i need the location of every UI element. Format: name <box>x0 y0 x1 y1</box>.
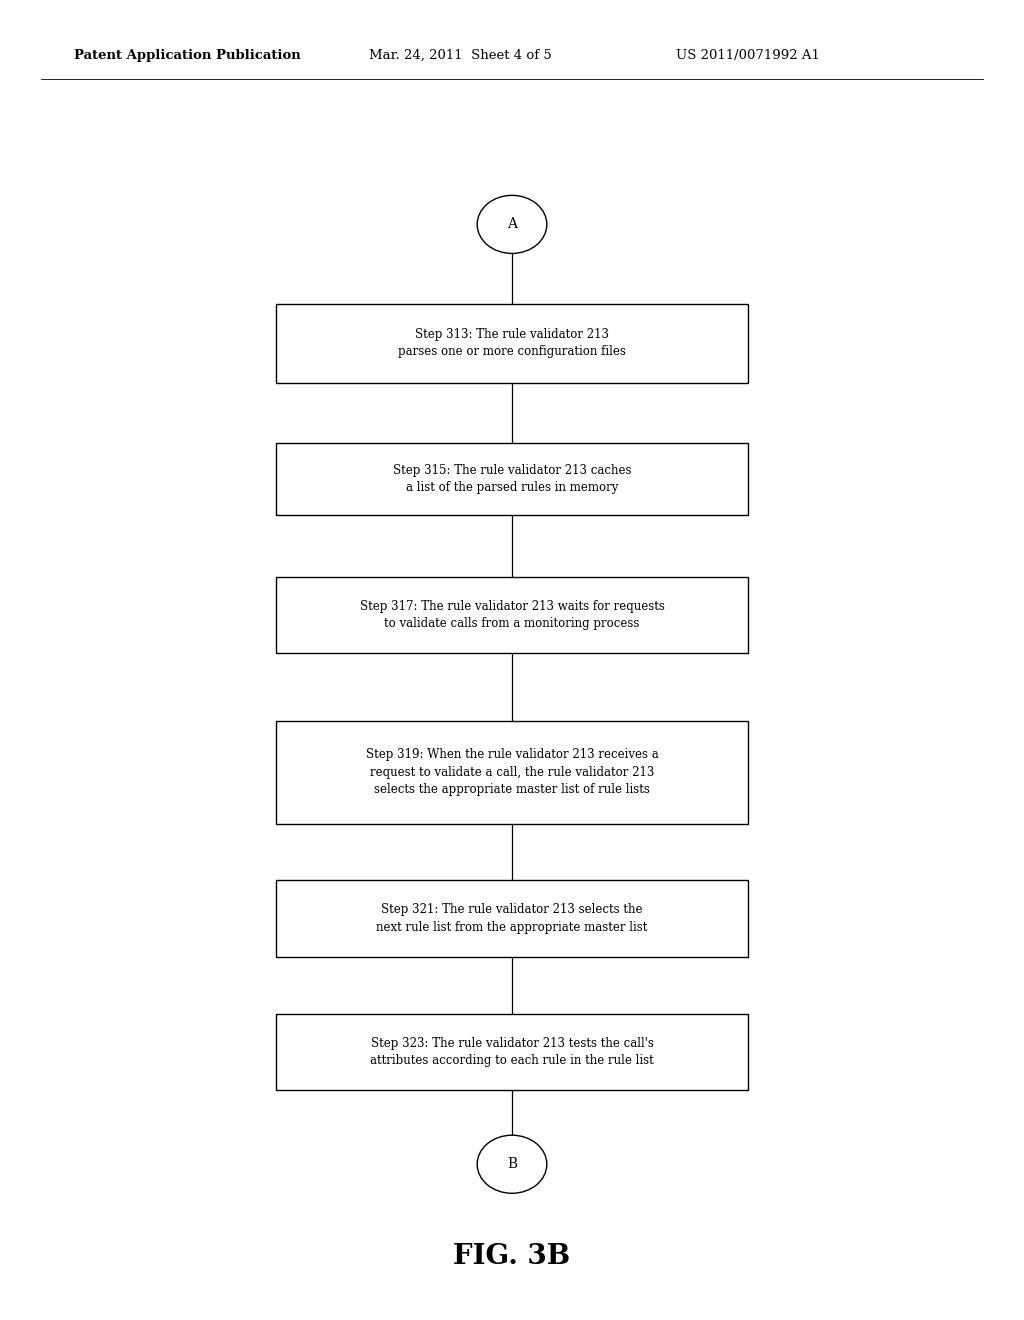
Text: Mar. 24, 2011  Sheet 4 of 5: Mar. 24, 2011 Sheet 4 of 5 <box>369 49 551 62</box>
FancyBboxPatch shape <box>276 1014 748 1090</box>
Text: Step 317: The rule validator 213 waits for requests
to validate calls from a mon: Step 317: The rule validator 213 waits f… <box>359 599 665 631</box>
Text: Step 321: The rule validator 213 selects the
next rule list from the appropriate: Step 321: The rule validator 213 selects… <box>376 903 648 935</box>
FancyBboxPatch shape <box>276 304 748 383</box>
FancyBboxPatch shape <box>276 577 748 653</box>
Text: Step 313: The rule validator 213
parses one or more configuration files: Step 313: The rule validator 213 parses … <box>398 327 626 359</box>
Text: Step 319: When the rule validator 213 receives a
request to validate a call, the: Step 319: When the rule validator 213 re… <box>366 748 658 796</box>
Text: FIG. 3B: FIG. 3B <box>454 1243 570 1270</box>
Text: A: A <box>507 218 517 231</box>
Text: Step 323: The rule validator 213 tests the call's
attributes according to each r: Step 323: The rule validator 213 tests t… <box>370 1036 654 1068</box>
Text: Step 315: The rule validator 213 caches
a list of the parsed rules in memory: Step 315: The rule validator 213 caches … <box>393 463 631 495</box>
Ellipse shape <box>477 195 547 253</box>
FancyBboxPatch shape <box>276 880 748 957</box>
FancyBboxPatch shape <box>276 442 748 515</box>
FancyBboxPatch shape <box>276 721 748 824</box>
Text: US 2011/0071992 A1: US 2011/0071992 A1 <box>676 49 820 62</box>
Text: Patent Application Publication: Patent Application Publication <box>74 49 300 62</box>
Text: B: B <box>507 1158 517 1171</box>
Ellipse shape <box>477 1135 547 1193</box>
